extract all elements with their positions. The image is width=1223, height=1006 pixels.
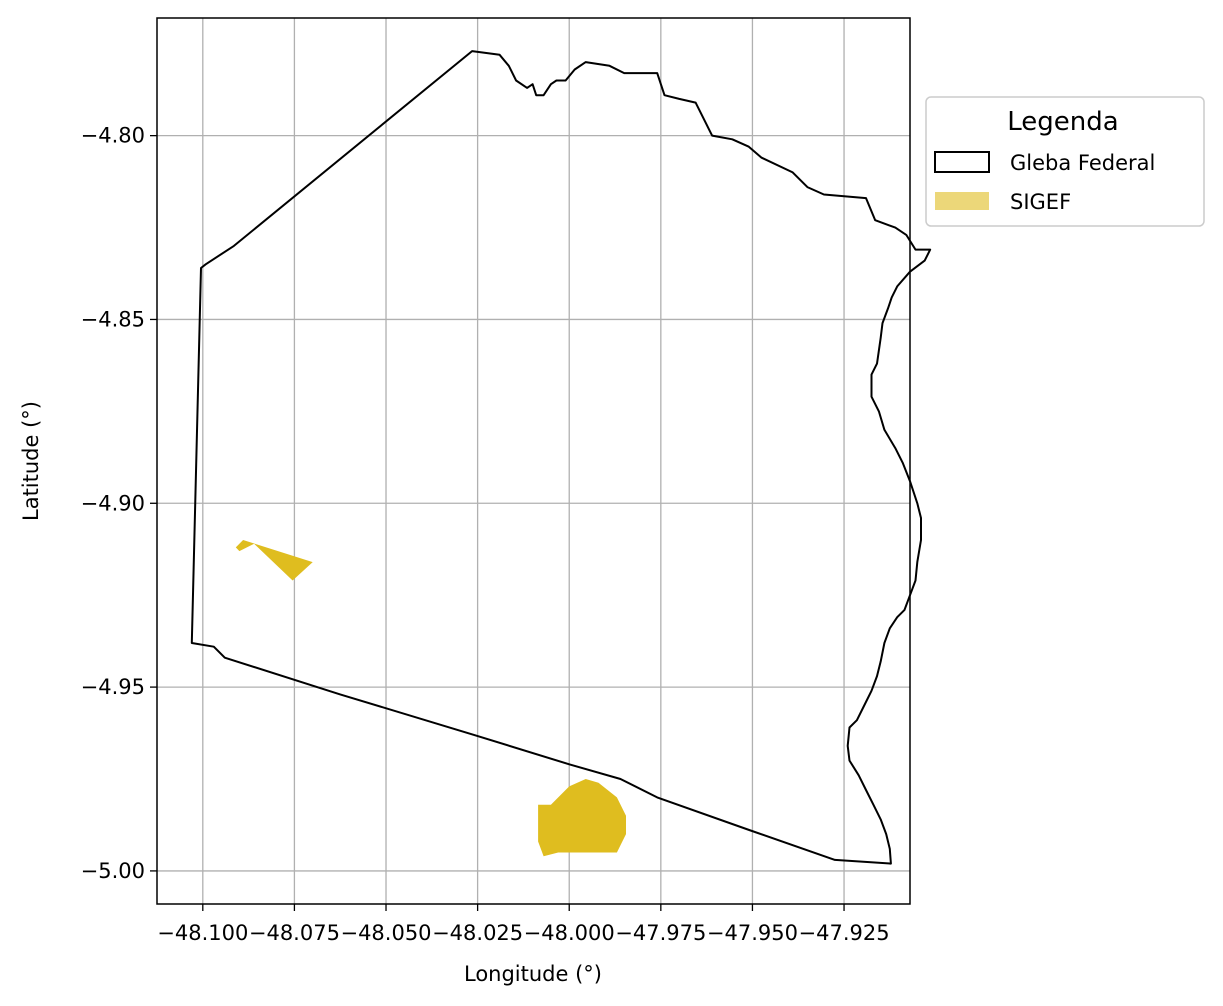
x-tick-label: −48.025: [432, 921, 523, 945]
grid-layer: [157, 18, 910, 904]
y-tick-label: −4.80: [81, 124, 145, 148]
legend-swatch-sigef: [935, 192, 989, 210]
plot-area: [156, 17, 932, 905]
y-tick-label: −4.90: [81, 491, 145, 515]
map-layers: [190, 50, 932, 865]
x-tick-label: −47.925: [799, 921, 890, 945]
y-tick-label: −4.95: [81, 675, 145, 699]
ticks-layer: −48.100 −48.075 −48.050 −48.025 −48.000 −47.9…: [81, 124, 890, 945]
axes-background: [157, 18, 910, 904]
x-tick-label: −48.050: [340, 921, 431, 945]
axes-frame: [156, 17, 911, 905]
legend-swatch-gleba-federal: [934, 151, 990, 173]
legend-frame: [925, 96, 1205, 227]
sigef-parcel-1: [235, 540, 313, 581]
sigef-parcel-2: [538, 779, 626, 857]
legend-label-gleba-federal: Gleba Federal: [1010, 151, 1155, 175]
gleba-federal-boundary: [190, 50, 932, 865]
y-tick-label: −4.85: [81, 307, 145, 331]
x-tick-label: −48.100: [157, 921, 248, 945]
x-tick-label: −48.075: [249, 921, 340, 945]
legend: Legenda Gleba Federal SIGEF: [925, 96, 1205, 227]
legend-title: Legenda: [1007, 107, 1118, 137]
y-tick-label: −5.00: [81, 859, 145, 883]
x-tick-label: −47.975: [615, 921, 706, 945]
x-tick-label: −47.950: [707, 921, 798, 945]
legend-label-sigef: SIGEF: [1010, 190, 1071, 214]
x-tick-label: −48.000: [524, 921, 615, 945]
y-axis-label: Latitude (°): [19, 401, 43, 521]
x-axis-label: Longitude (°): [464, 962, 602, 986]
